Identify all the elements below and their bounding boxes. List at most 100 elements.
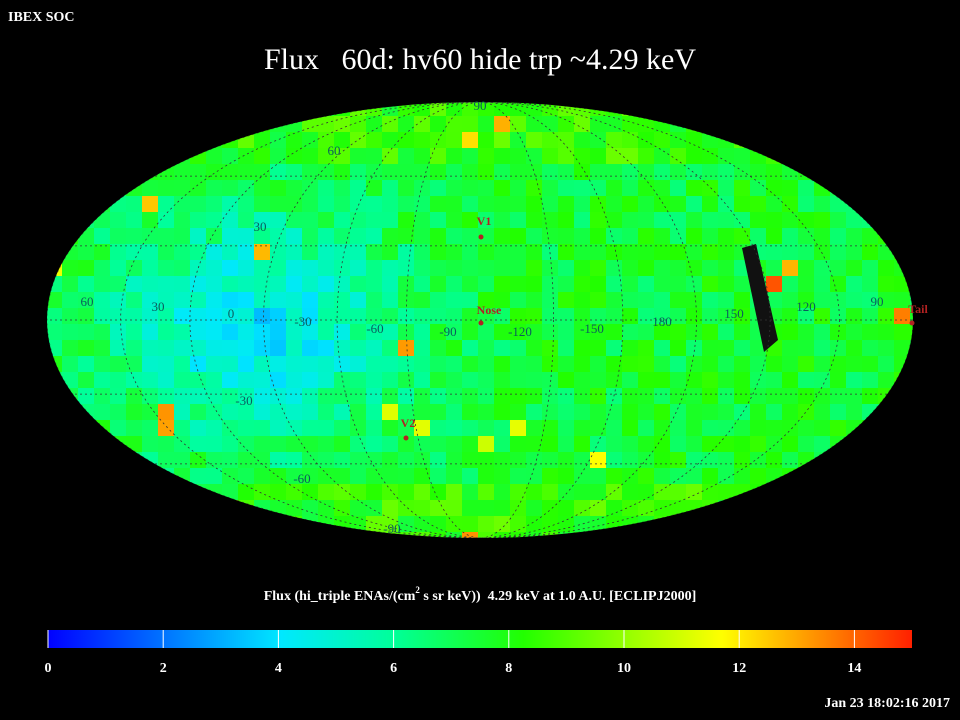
map-cell [110,356,126,372]
map-cell [334,436,350,452]
map-cell [814,132,830,148]
map-cell [814,276,830,292]
map-cell [910,164,913,180]
map-cell [238,436,254,452]
map-cell [494,372,510,388]
map-cell [190,132,206,148]
map-cell [462,260,478,276]
map-cell [382,164,398,180]
map-cell [782,372,798,388]
map-cell [302,148,318,164]
map-cell [814,212,830,228]
map-cell [94,324,110,340]
map-cell [638,356,654,372]
map-cell [206,260,222,276]
map-cell [47,102,62,116]
map-cell [702,388,718,404]
map-cell [670,324,686,340]
map-cell [878,532,894,538]
map-cell [350,212,366,228]
map-cell [654,132,670,148]
map-cell [206,228,222,244]
map-cell [222,404,238,420]
map-cell [782,228,798,244]
map-cell [894,516,910,532]
map-cell [190,340,206,356]
map-cell [686,228,702,244]
map-cell [606,180,622,196]
map-cell [574,388,590,404]
map-cell [782,102,798,116]
map-cell [478,276,494,292]
map-cell [190,388,206,404]
map-cell [670,212,686,228]
map-cell [238,420,254,436]
map-cell [718,516,734,532]
map-cell [350,260,366,276]
map-cell [318,148,334,164]
map-cell [94,164,110,180]
map-cell [430,468,446,484]
map-cell [622,308,638,324]
map-cell [366,148,382,164]
map-cell [718,180,734,196]
map-cell [414,228,430,244]
map-cell [126,292,142,308]
map-cell [414,132,430,148]
map-cell [606,102,622,116]
map-cell [398,196,414,212]
map-cell [126,164,142,180]
map-cell [110,292,126,308]
map-cell [702,132,718,148]
map-cell [158,532,174,538]
map-cell [382,132,398,148]
map-cell [510,484,526,500]
map-cell [766,484,782,500]
map-cell [670,420,686,436]
map-cell [494,276,510,292]
map-cell [462,468,478,484]
map-cell [510,164,526,180]
map-cell [78,228,94,244]
map-cell [526,388,542,404]
map-cell [142,132,158,148]
map-cell [158,404,174,420]
map-cell [142,212,158,228]
map-cell [590,308,606,324]
map-cell [782,164,798,180]
map-cell [622,276,638,292]
map-cell [606,276,622,292]
map-cell [366,356,382,372]
map-cell [190,102,206,116]
map-cell [494,452,510,468]
map-cell [446,102,462,116]
map-cell [814,292,830,308]
map-cell [398,292,414,308]
map-cell [830,532,846,538]
map-cell [542,102,558,116]
map-cell [142,292,158,308]
map-cell [414,404,430,420]
map-cell [190,148,206,164]
map-cell [702,308,718,324]
map-cell [254,532,270,538]
map-cell [814,116,830,132]
map-cell [558,340,574,356]
map-cell [654,436,670,452]
colorbar-tick-label: 10 [617,661,631,676]
map-cell [62,228,78,244]
map-cell [670,436,686,452]
map-cell [110,228,126,244]
map-cell [622,116,638,132]
map-cell [318,292,334,308]
map-cell [190,468,206,484]
map-cell [830,468,846,484]
map-cell [814,260,830,276]
map-cell [702,148,718,164]
map-cell [350,324,366,340]
map-cell [558,324,574,340]
map-cell [126,468,142,484]
map-cell [686,532,702,538]
map-cell [686,516,702,532]
graticule [47,102,913,538]
